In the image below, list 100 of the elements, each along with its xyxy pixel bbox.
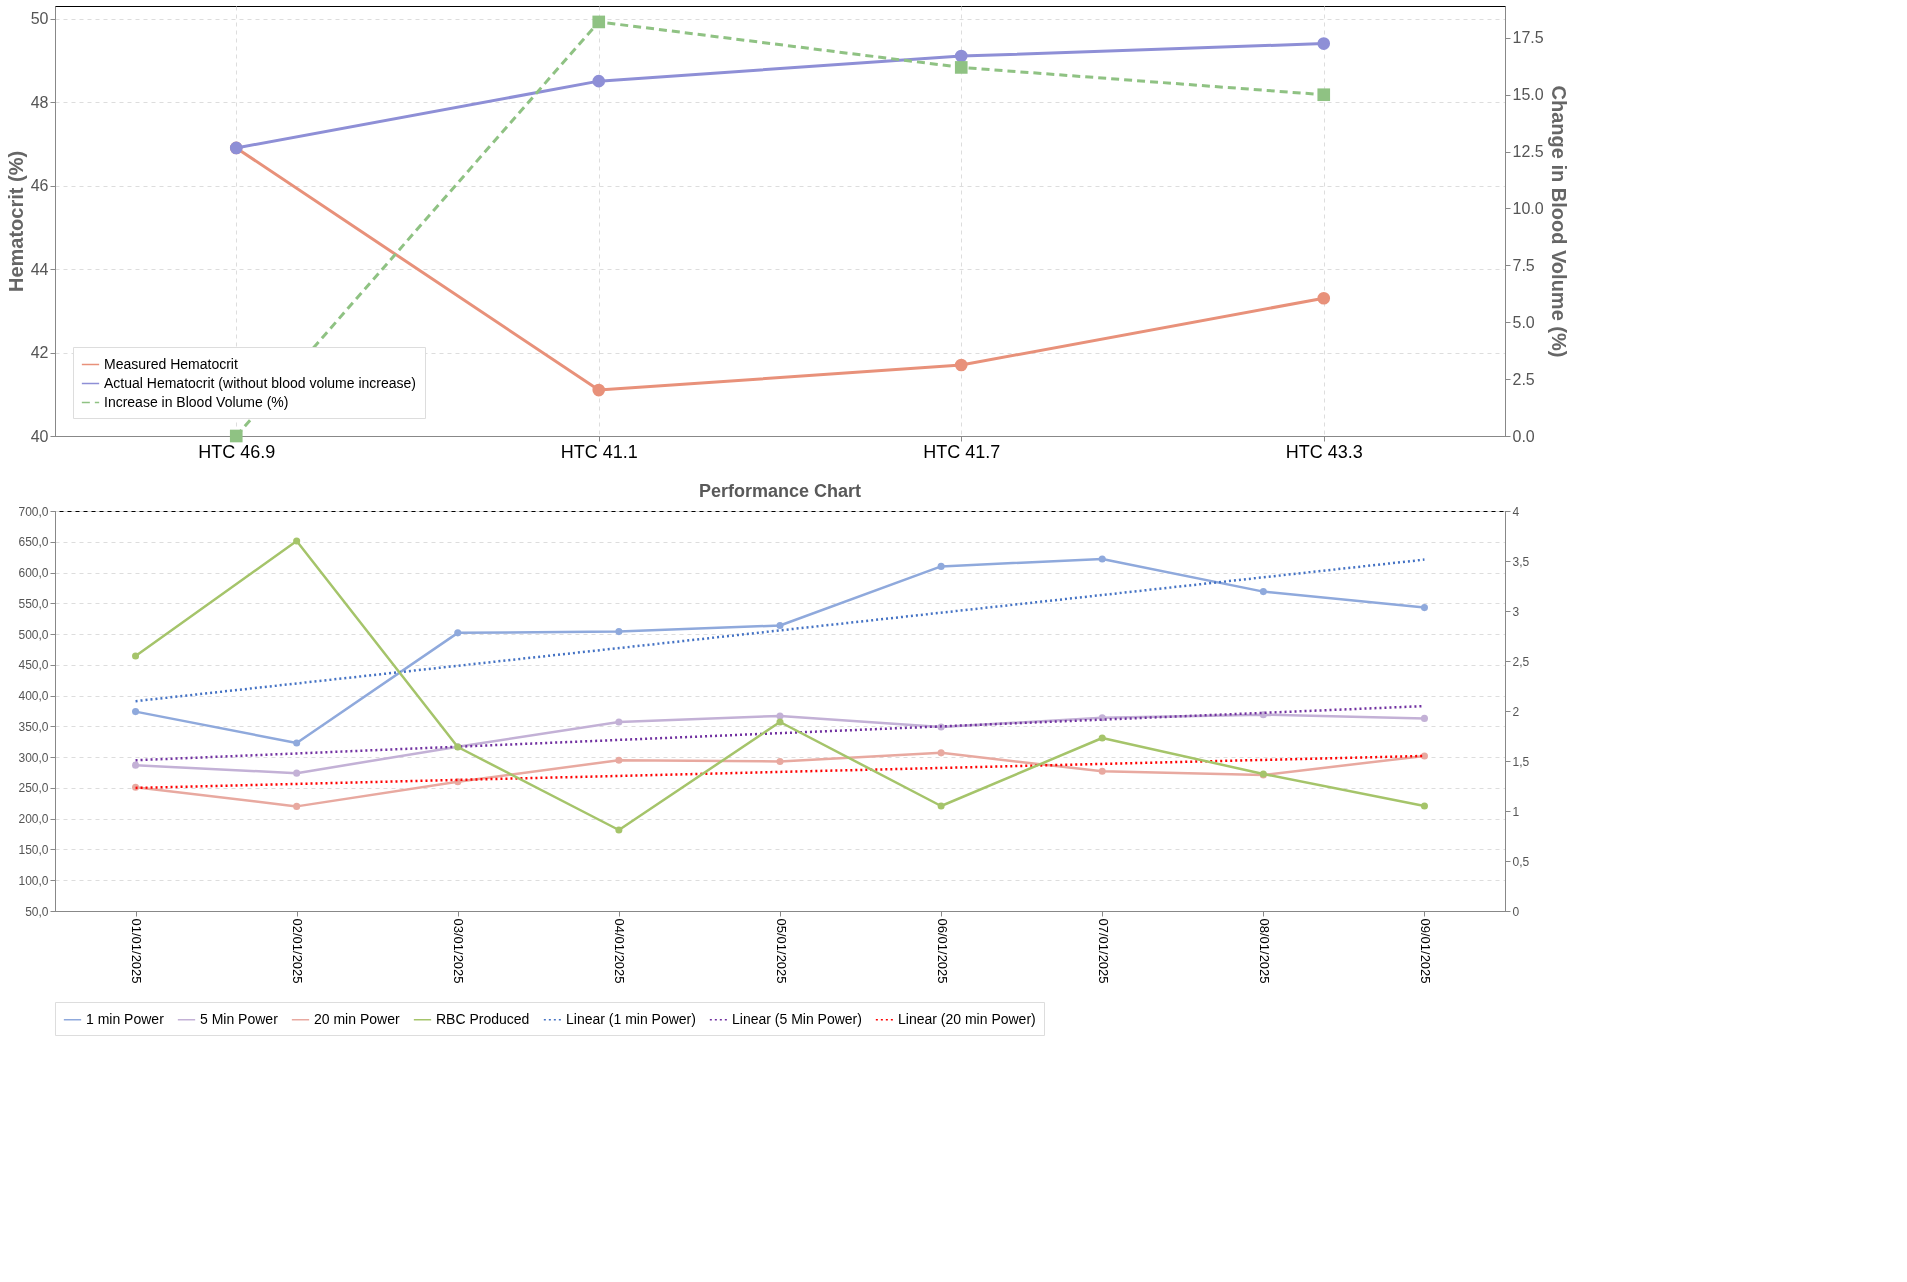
y-tick-label: 46 (30, 177, 49, 195)
point (776, 621, 784, 629)
legend-label: 5 Min Power (200, 1010, 279, 1027)
point (615, 826, 623, 834)
legend-label: 20 min Power (314, 1010, 400, 1027)
point (954, 358, 968, 372)
legend-label: 1 min Power (86, 1010, 165, 1027)
point (1098, 767, 1106, 775)
y-tick-label: 600,0 (18, 566, 49, 581)
point (1420, 714, 1428, 722)
y-tick-label: 500,0 (18, 627, 49, 642)
point (132, 783, 140, 791)
point (132, 761, 140, 769)
y-tick-label: 700,0 (18, 504, 49, 519)
y-tick-label: 50 (30, 10, 49, 28)
y-tick-label: 150,0 (18, 842, 49, 857)
x-tick-label: HTC 43.3 (1285, 441, 1363, 462)
y2-axis-title: Change in Blood Volume (%) (1547, 85, 1570, 358)
y2-tick-label: 0 (1512, 904, 1520, 919)
y2-tick-label: 2.5 (1512, 370, 1535, 388)
y2-tick-label: 10.0 (1512, 199, 1544, 217)
y-tick-label: 42 (30, 344, 49, 361)
y-tick-label: 550,0 (18, 596, 49, 611)
legend-label: RBC Produced (436, 1010, 530, 1027)
point (1098, 555, 1106, 563)
point (454, 778, 462, 786)
point (592, 15, 606, 29)
point (937, 749, 945, 757)
y-tick-label: 200,0 (18, 812, 49, 827)
y2-tick-label: 2,5 (1512, 654, 1530, 669)
y2-tick-label: 17.5 (1512, 29, 1544, 47)
point (592, 383, 606, 397)
y2-tick-label: 2 (1512, 704, 1520, 719)
point (954, 61, 968, 74)
point (1317, 37, 1331, 50)
y2-tick-label: 1 (1512, 804, 1520, 819)
point (132, 708, 140, 716)
y2-tick-label: 3 (1512, 604, 1520, 619)
x-tick-label: 06/01/2025 (934, 918, 950, 984)
point (1420, 604, 1428, 612)
point (615, 756, 623, 764)
legend-label: Actual Hematocrit (without blood volume increase) (104, 374, 417, 391)
point (454, 629, 462, 637)
point (615, 628, 623, 636)
point (132, 652, 140, 660)
y2-tick-label: 1,5 (1512, 754, 1530, 769)
legend-label: Measured Hematocrit (104, 355, 238, 372)
y-tick-label: 350,0 (18, 719, 49, 734)
y-tick-label: 250,0 (18, 781, 49, 796)
point (937, 802, 945, 810)
legend-label: Linear (20 min Power) (898, 1010, 1036, 1027)
point (293, 739, 301, 747)
y2-tick-label: 15.0 (1512, 86, 1544, 104)
chart-title: Performance Chart (698, 481, 862, 501)
x-tick-label: 08/01/2025 (1256, 918, 1272, 984)
y-tick-label: 40 (30, 427, 49, 445)
legend-label: Linear (1 min Power) (566, 1010, 696, 1027)
point (1098, 734, 1106, 742)
point (1420, 752, 1428, 760)
y-tick-label: 450,0 (18, 658, 49, 673)
y2-tick-label: 0,5 (1512, 854, 1530, 869)
point (293, 537, 301, 545)
point (1420, 802, 1428, 810)
x-tick-label: HTC 46.9 (198, 441, 276, 462)
x-tick-label: 07/01/2025 (1095, 918, 1111, 984)
y-tick-label: 44 (30, 260, 49, 278)
y-tick-label: 650,0 (18, 535, 49, 550)
y2-tick-label: 3,5 (1512, 554, 1530, 569)
y-tick-label: 300,0 (18, 750, 49, 765)
point (776, 718, 784, 726)
y-tick-label: 400,0 (18, 689, 49, 704)
point (293, 769, 301, 777)
x-tick-label: 09/01/2025 (1417, 918, 1433, 984)
x-tick-label: 05/01/2025 (773, 918, 789, 984)
y-tick-label: 100,0 (18, 873, 49, 888)
y2-tick-label: 5.0 (1512, 313, 1535, 331)
x-tick-label: HTC 41.1 (560, 441, 638, 462)
point (229, 429, 243, 443)
point (937, 562, 945, 570)
y-tick-label: 48 (30, 93, 49, 111)
y-tick-label: 50,0 (25, 904, 49, 919)
point (1317, 291, 1331, 305)
legend-label: Linear (5 Min Power) (732, 1010, 862, 1027)
point (1317, 88, 1331, 102)
y2-tick-label: 7.5 (1512, 256, 1535, 274)
y-axis-title: Hematocrit (%) (4, 150, 27, 293)
point (293, 802, 301, 810)
x-tick-label: 02/01/2025 (290, 918, 306, 984)
x-tick-label: 04/01/2025 (612, 918, 628, 984)
point (1259, 588, 1267, 596)
x-tick-label: 03/01/2025 (451, 918, 467, 984)
y2-tick-label: 4 (1512, 504, 1520, 519)
y2-tick-label: 12.5 (1512, 143, 1544, 161)
x-tick-label: HTC 41.7 (923, 441, 1001, 462)
legend-label: Increase in Blood Volume (%) (104, 393, 289, 410)
point (776, 757, 784, 765)
point (954, 49, 968, 63)
point (592, 74, 606, 88)
y2-tick-label: 0.0 (1512, 427, 1535, 445)
point (776, 712, 784, 720)
